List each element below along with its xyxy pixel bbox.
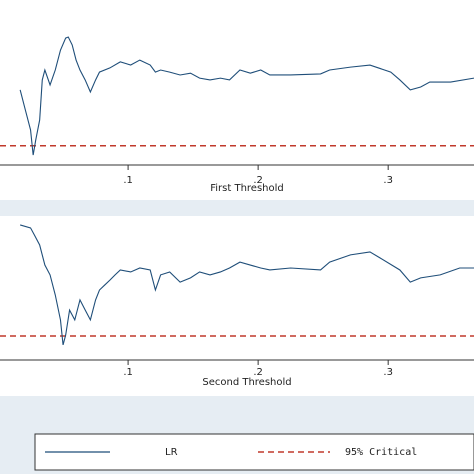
legend-label: 95% Critical [345, 447, 417, 458]
legend-label: LR [165, 447, 178, 458]
x-axis-title: Second Threshold [202, 377, 291, 388]
x-tick-label: .3 [383, 367, 393, 378]
x-tick-label: .3 [383, 175, 393, 186]
x-axis-title: First Threshold [210, 183, 284, 194]
x-tick-label: .1 [123, 175, 133, 186]
x-tick-label: .2 [253, 367, 263, 378]
panel-background [0, 216, 474, 396]
x-tick-label: .2 [253, 175, 263, 186]
x-tick-label: .1 [123, 367, 133, 378]
lr-line [19, 36, 474, 156]
lr-line [20, 224, 474, 346]
panel-background [0, 0, 474, 200]
